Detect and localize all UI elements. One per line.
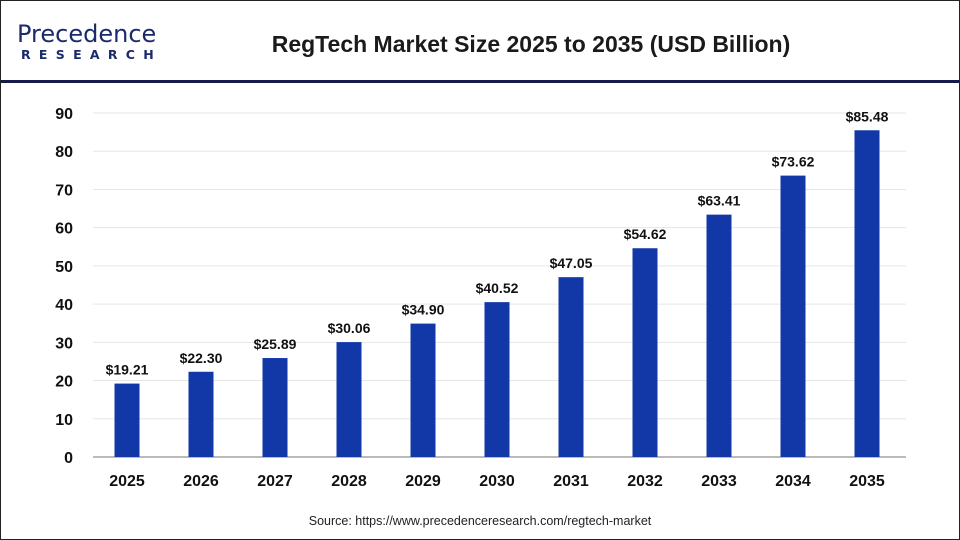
bar-2029 [410, 323, 436, 457]
header-divider [1, 80, 959, 83]
x-tick-label: 2028 [331, 473, 367, 490]
x-tick-label: 2029 [405, 473, 441, 490]
precedence-research-logo: Precedence RESEARCH [17, 21, 162, 62]
y-tick-label: 30 [55, 335, 73, 352]
data-label: $40.52 [476, 280, 519, 296]
x-tick-label: 2026 [183, 473, 219, 490]
bar-2035 [854, 130, 880, 458]
data-label: $63.41 [698, 193, 741, 209]
y-tick-label: 40 [55, 297, 73, 314]
data-label: $47.05 [550, 255, 593, 271]
data-label: $54.62 [624, 226, 667, 242]
y-tick-label: 60 [55, 221, 73, 238]
y-tick-label: 50 [55, 259, 73, 276]
chart-title: RegTech Market Size 2025 to 2035 (USD Bi… [271, 31, 791, 57]
bar-2033 [706, 214, 732, 457]
y-tick-label: 80 [55, 144, 73, 161]
logo-subtext: RESEARCH [21, 47, 163, 62]
y-tick-label: 20 [55, 374, 73, 391]
data-label: $22.30 [180, 350, 223, 366]
x-tick-label: 2032 [627, 473, 663, 490]
data-label: $19.21 [106, 362, 149, 378]
source-note: Source: https://www.precedenceresearch.c… [308, 514, 652, 528]
y-tick-label: 10 [55, 412, 73, 429]
bar-2030 [484, 302, 510, 457]
bar-2032 [632, 248, 658, 457]
data-label: $73.62 [772, 154, 815, 170]
bar-2031 [558, 277, 584, 457]
bar-2028 [336, 342, 362, 457]
x-tick-label: 2027 [257, 473, 293, 490]
bar-2027 [262, 358, 288, 457]
y-tick-label: 0 [64, 450, 73, 467]
x-tick-label: 2035 [849, 473, 885, 490]
logo-wordmark: Precedence [17, 20, 157, 48]
bar-2034 [780, 175, 806, 457]
x-tick-label: 2031 [553, 473, 589, 490]
x-tick-label: 2025 [109, 473, 145, 490]
data-label: $25.89 [254, 336, 297, 352]
y-tick-label: 70 [55, 182, 73, 199]
bar-2025 [114, 383, 140, 457]
x-tick-label: 2033 [701, 473, 737, 490]
x-tick-label: 2030 [479, 473, 515, 490]
data-label: $85.48 [846, 108, 889, 124]
y-tick-label: 90 [55, 106, 73, 123]
data-label: $30.06 [328, 320, 371, 336]
data-label: $34.90 [402, 302, 445, 318]
x-tick-label: 2034 [775, 473, 811, 490]
bar-2026 [188, 371, 214, 457]
